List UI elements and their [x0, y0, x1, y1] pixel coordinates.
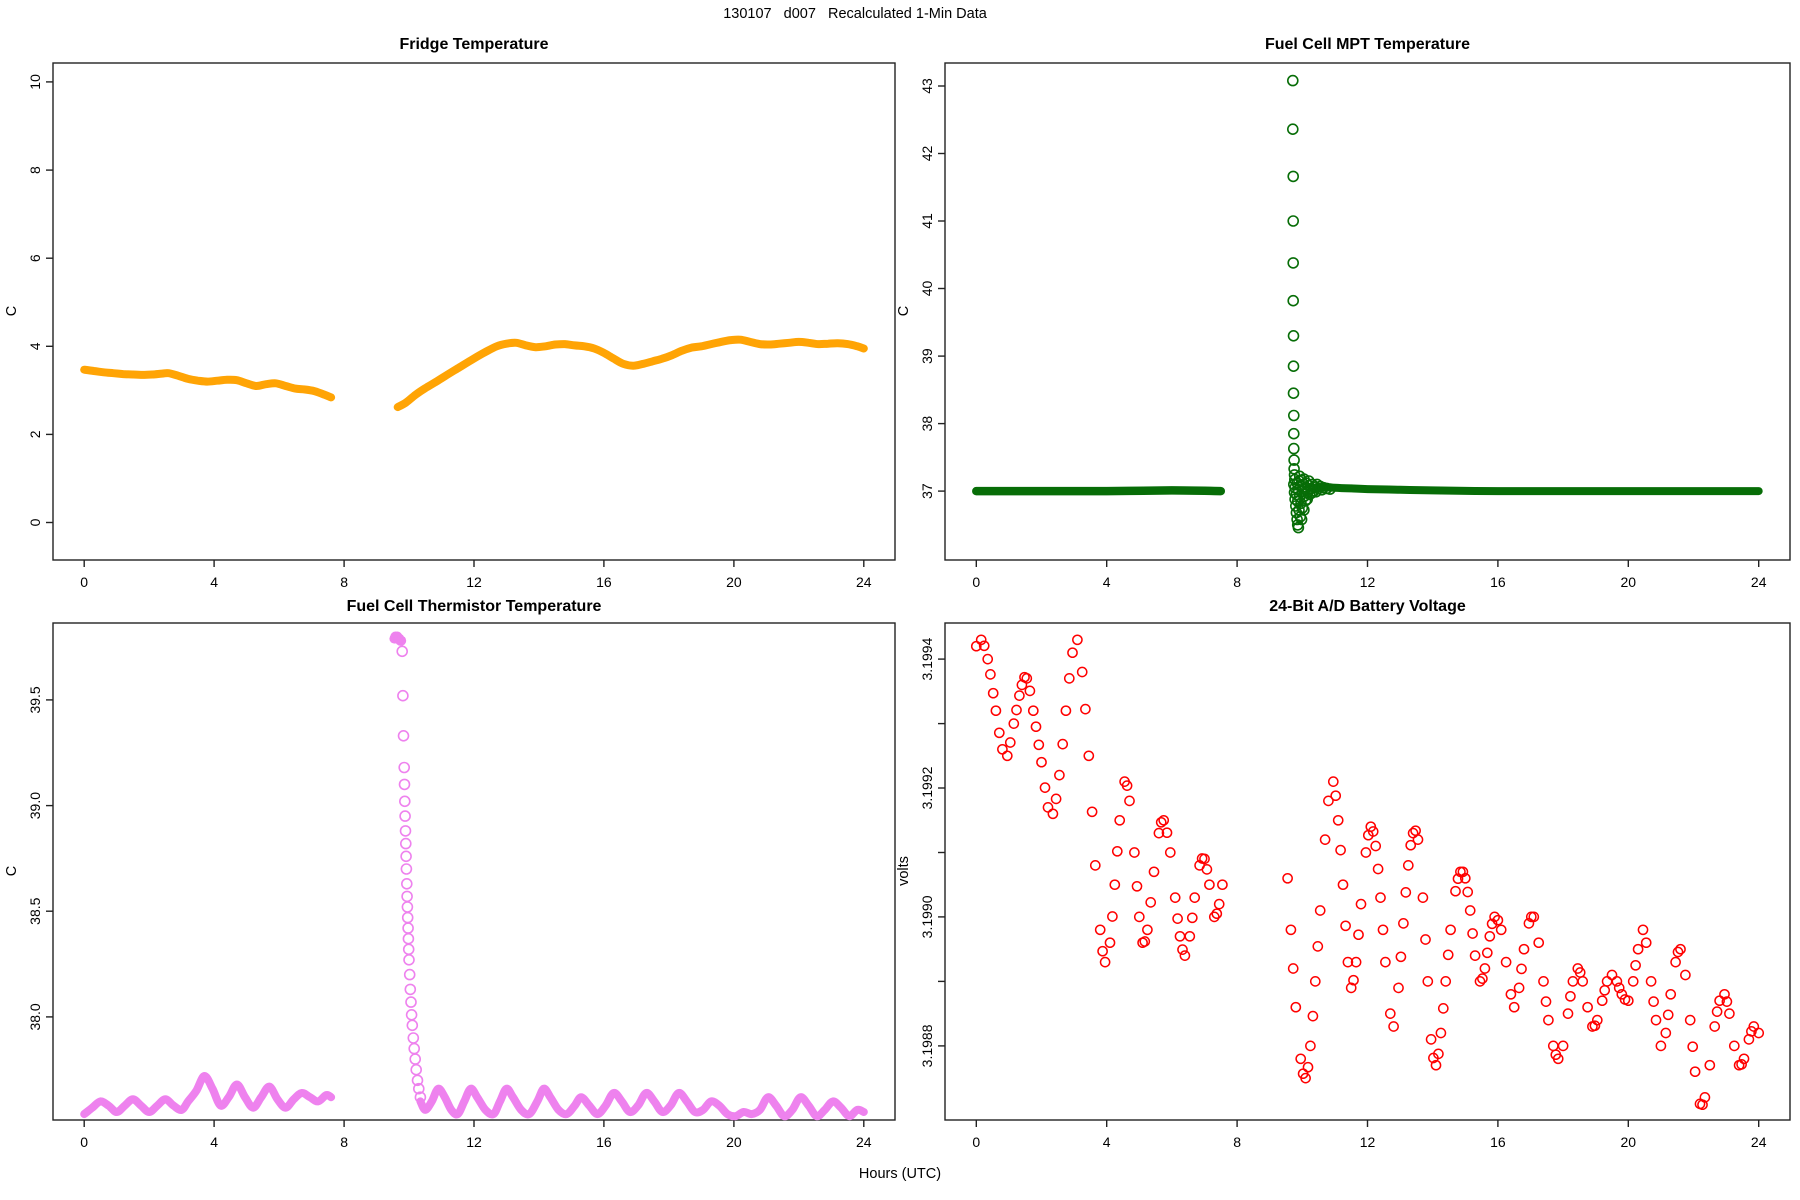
- svg-text:38.5: 38.5: [27, 897, 43, 924]
- battery-voltage-plot: 0 4 8 12 16 20 24 3.1988 3.1990 3.1992 3.1994: [919, 622, 1791, 1150]
- svg-text:20: 20: [1621, 574, 1637, 590]
- svg-text:8: 8: [27, 166, 43, 174]
- svg-text:24: 24: [856, 574, 872, 590]
- main-title: 130107 d007 Recalculated 1-Min Data: [723, 6, 987, 22]
- svg-text:4: 4: [27, 342, 43, 350]
- svg-text:20: 20: [726, 1134, 742, 1150]
- svg-text:16: 16: [1490, 1134, 1506, 1150]
- svg-text:42: 42: [919, 146, 935, 162]
- fuel-cell-thermistor-temperature-plot: 0 4 8 12 16 20 24 38.0 38.5 39.0 39.5: [27, 622, 896, 1150]
- svg-text:0: 0: [972, 574, 980, 590]
- svg-text:8: 8: [340, 1134, 348, 1150]
- svg-text:39: 39: [919, 348, 935, 364]
- svg-text:39.5: 39.5: [27, 686, 43, 713]
- svg-text:2: 2: [27, 430, 43, 438]
- svg-text:4: 4: [210, 574, 218, 590]
- svg-text:20: 20: [726, 574, 742, 590]
- svg-text:4: 4: [1103, 1134, 1111, 1150]
- svg-text:24: 24: [856, 1134, 872, 1150]
- svg-text:43: 43: [919, 78, 935, 94]
- svg-text:8: 8: [340, 574, 348, 590]
- svg-text:0: 0: [80, 574, 88, 590]
- svg-text:38: 38: [919, 416, 935, 432]
- svg-text:6: 6: [27, 254, 43, 262]
- svg-text:0: 0: [972, 1134, 980, 1150]
- svg-text:20: 20: [1621, 1134, 1637, 1150]
- fuel-cell-mpt-temperature-plot: 0 4 8 12 16 20 24 37 38 39 40 41 42 43: [919, 62, 1791, 590]
- svg-text:16: 16: [596, 574, 612, 590]
- svg-text:37: 37: [919, 483, 935, 499]
- svg-text:16: 16: [1490, 574, 1506, 590]
- svg-text:12: 12: [1360, 1134, 1376, 1150]
- panel-title-fridge: Fridge Temperature: [399, 36, 549, 53]
- svg-text:4: 4: [1103, 574, 1111, 590]
- panel-title-battery: 24-Bit A/D Battery Voltage: [1269, 598, 1466, 615]
- panel-title-thermistor: Fuel Cell Thermistor Temperature: [346, 598, 602, 615]
- panel-title-mpt: Fuel Cell MPT Temperature: [1264, 36, 1471, 53]
- svg-text:3.1990: 3.1990: [919, 895, 935, 938]
- svg-text:12: 12: [466, 574, 482, 590]
- svg-text:40: 40: [919, 281, 935, 297]
- svg-text:24: 24: [1751, 1134, 1767, 1150]
- svg-text:3.1994: 3.1994: [919, 637, 935, 680]
- svg-text:8: 8: [1233, 574, 1241, 590]
- svg-text:16: 16: [596, 1134, 612, 1150]
- svg-text:41: 41: [919, 213, 935, 229]
- svg-text:4: 4: [210, 1134, 218, 1150]
- svg-text:0: 0: [27, 518, 43, 526]
- svg-text:24: 24: [1751, 574, 1767, 590]
- svg-text:12: 12: [1360, 574, 1376, 590]
- svg-text:3.1992: 3.1992: [919, 766, 935, 809]
- svg-text:3.1988: 3.1988: [919, 1024, 935, 1067]
- svg-text:8: 8: [1233, 1134, 1241, 1150]
- svg-text:12: 12: [466, 1134, 482, 1150]
- svg-text:0: 0: [80, 1134, 88, 1150]
- svg-text:10: 10: [27, 74, 43, 90]
- x-axis-label: Hours (UTC): [858, 1166, 942, 1182]
- svg-text:39.0: 39.0: [27, 792, 43, 819]
- svg-text:38.0: 38.0: [27, 1003, 43, 1030]
